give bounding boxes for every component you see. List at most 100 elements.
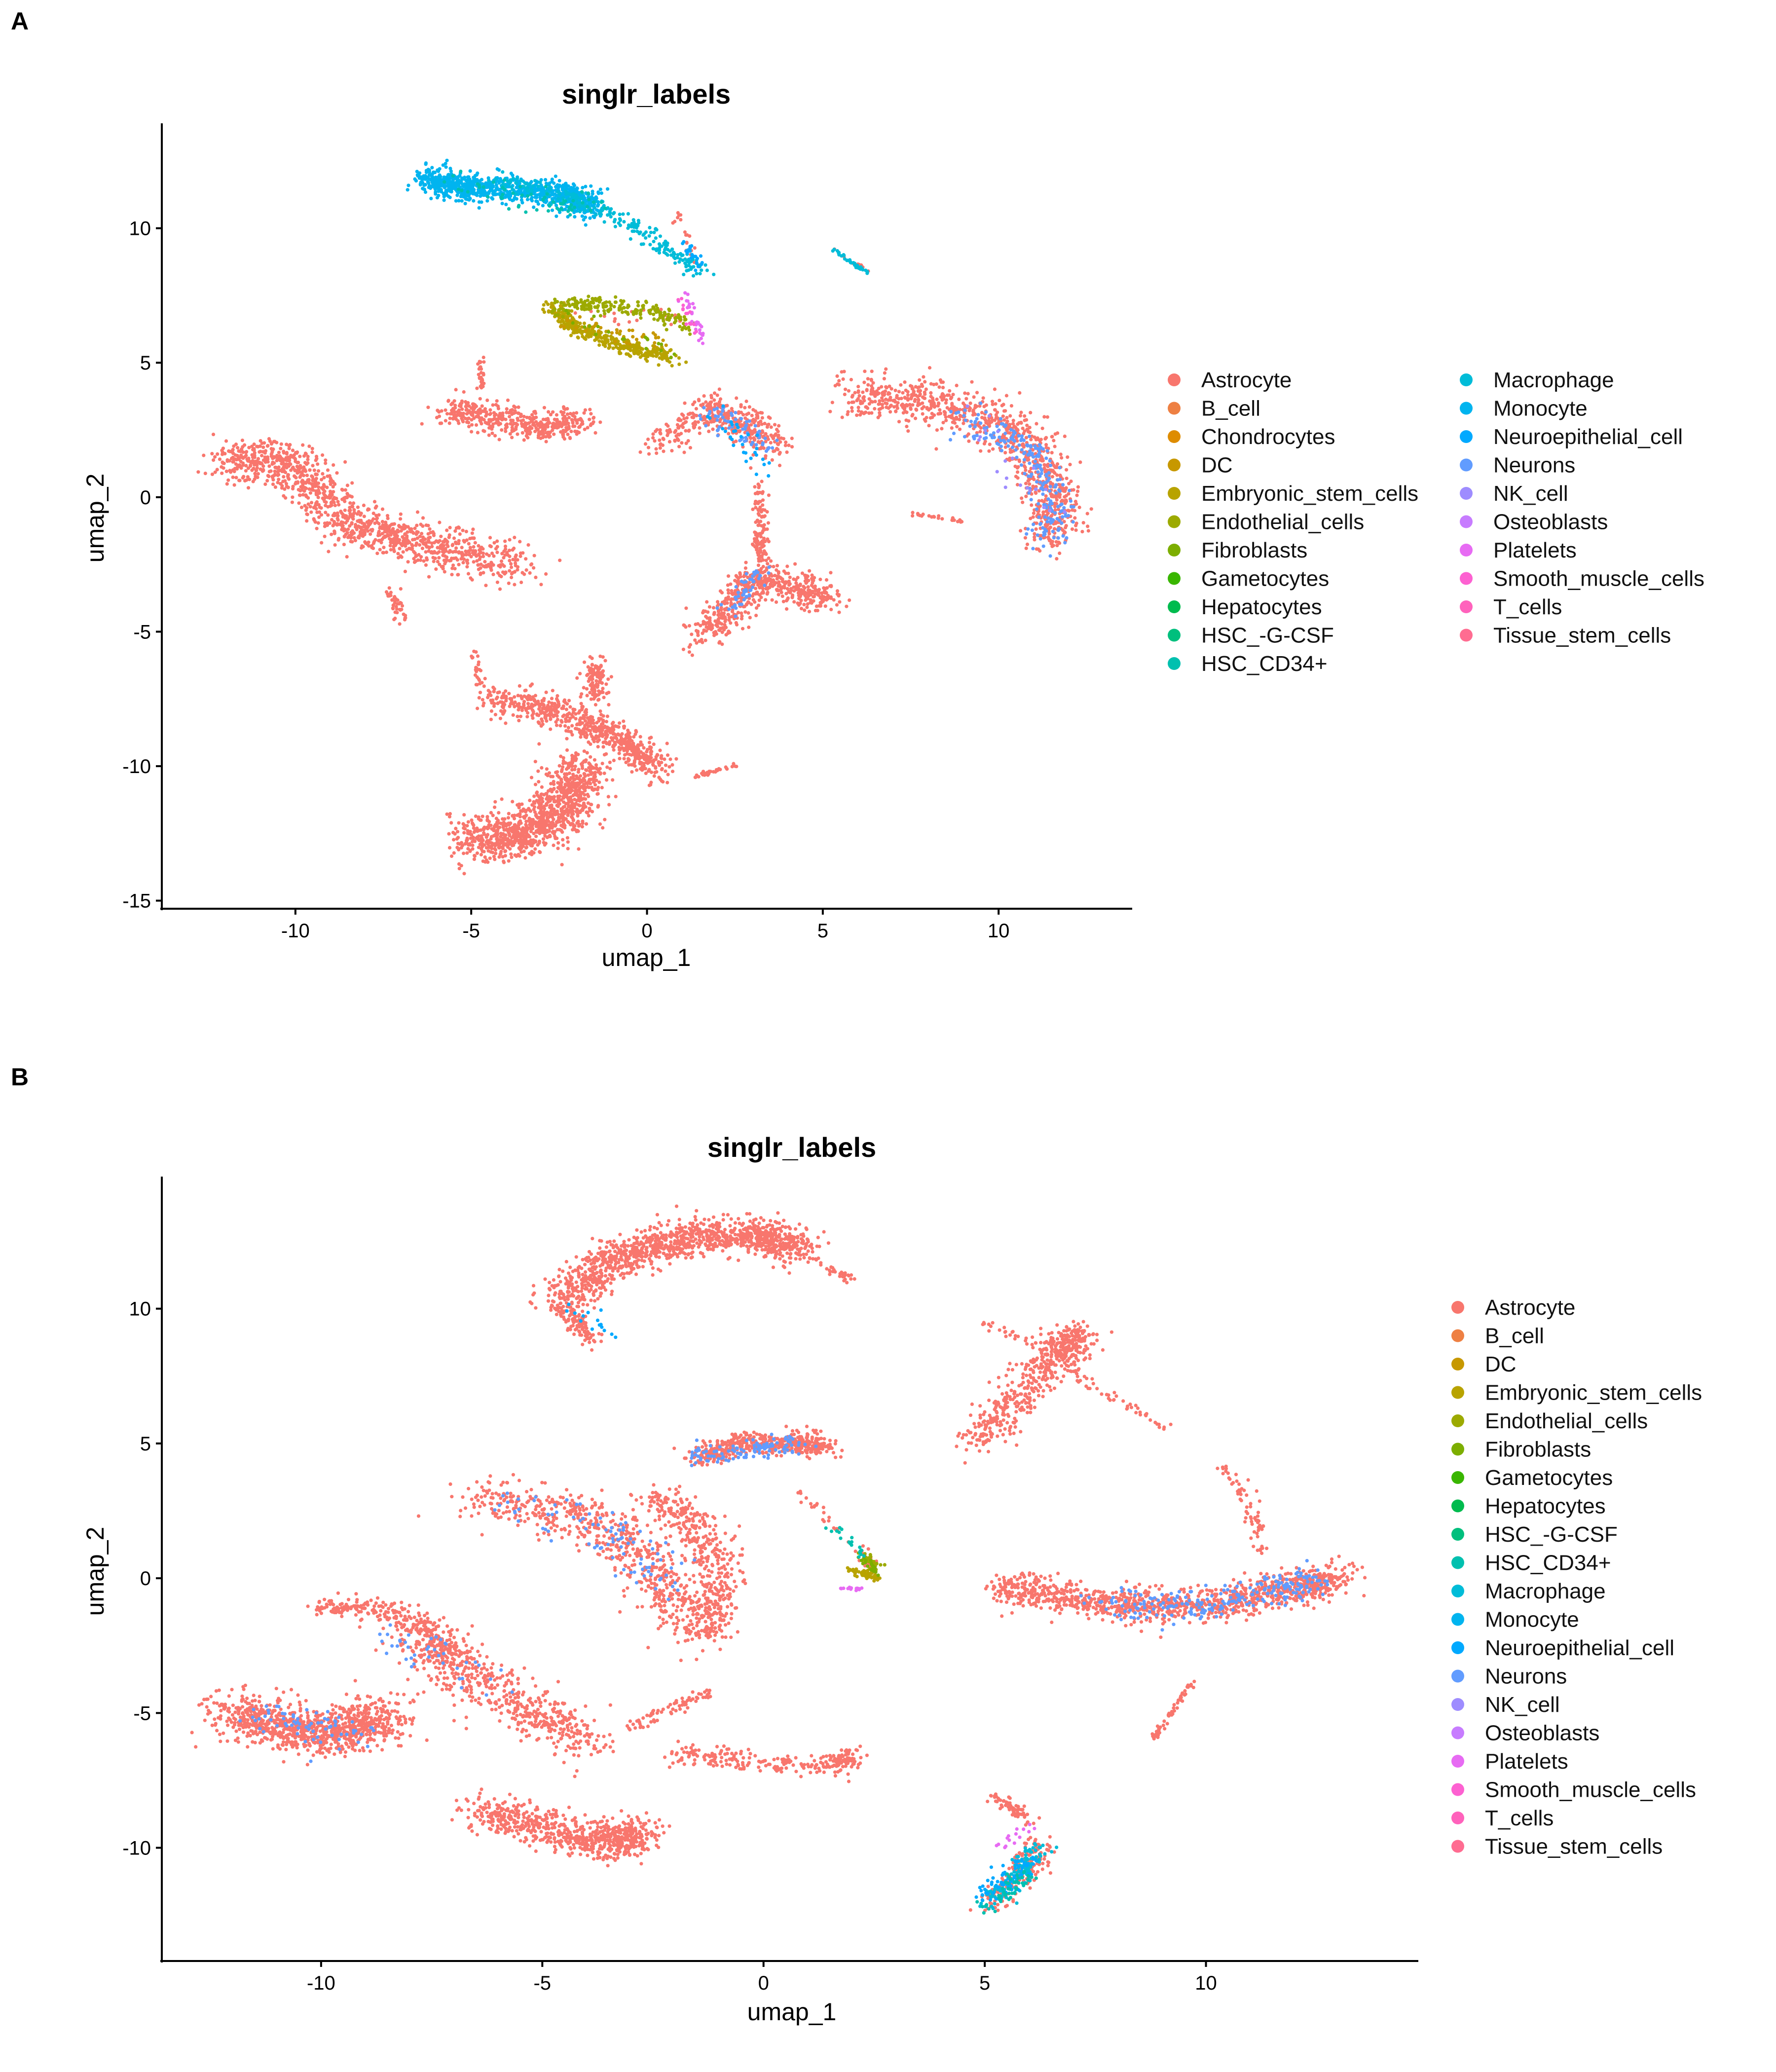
cell-point xyxy=(471,551,475,555)
cell-point xyxy=(984,403,988,407)
cell-point xyxy=(870,411,874,415)
cell-point xyxy=(547,700,551,704)
cell-point xyxy=(1073,516,1077,520)
cell-point xyxy=(1000,404,1004,407)
cell-point xyxy=(445,555,449,559)
cell-point xyxy=(794,585,798,589)
cell-point xyxy=(927,424,931,428)
cell-point xyxy=(450,544,454,548)
cell-point xyxy=(267,464,271,468)
cell-point xyxy=(584,709,588,713)
cell-point xyxy=(630,770,634,774)
cell-point xyxy=(779,591,783,594)
cell-point xyxy=(639,750,643,754)
cell-point xyxy=(287,446,291,450)
cell-point xyxy=(617,751,621,755)
cell-point xyxy=(504,699,508,703)
cell-point xyxy=(647,452,651,456)
cell-point xyxy=(372,540,376,544)
cell-point xyxy=(918,392,922,396)
cell-point xyxy=(865,388,869,393)
cell-point xyxy=(964,397,968,401)
cell-point xyxy=(996,410,999,414)
cell-point xyxy=(557,764,561,768)
cell-point xyxy=(451,563,455,567)
cell-point xyxy=(448,525,452,530)
panel-letter-a: A xyxy=(11,7,29,35)
cell-point xyxy=(335,517,339,520)
cell-point xyxy=(507,549,512,553)
cell-point xyxy=(718,589,722,593)
cell-point xyxy=(642,746,646,750)
cell-point xyxy=(452,409,456,413)
cell-point xyxy=(343,488,347,492)
cluster-astrocyte xyxy=(911,511,964,524)
cell-point xyxy=(575,432,579,436)
cell-point xyxy=(638,450,642,454)
cell-point xyxy=(480,404,484,408)
cell-point xyxy=(901,411,905,415)
cell-point xyxy=(1050,451,1054,455)
cell-point xyxy=(611,725,615,729)
cell-point xyxy=(626,757,630,761)
cell-point xyxy=(532,423,536,427)
cell-point xyxy=(859,411,863,415)
cell-point xyxy=(963,391,967,395)
cell-point xyxy=(682,417,686,421)
cell-point xyxy=(559,719,563,723)
cell-point xyxy=(792,600,796,604)
cell-point xyxy=(667,765,671,769)
cell-point xyxy=(785,564,789,568)
cell-point xyxy=(807,589,811,592)
cell-point xyxy=(775,446,779,451)
cell-point xyxy=(428,535,432,539)
cell-point xyxy=(253,453,257,457)
cell-point xyxy=(551,708,555,712)
cell-point xyxy=(888,397,892,402)
cell-point xyxy=(294,481,298,484)
cell-point xyxy=(508,704,512,708)
cell-point xyxy=(494,547,498,551)
cell-point xyxy=(343,495,348,499)
cell-point xyxy=(762,523,766,527)
cell-point xyxy=(904,388,908,392)
cell-point xyxy=(582,729,586,733)
cell-point xyxy=(567,711,571,715)
cell-point xyxy=(255,444,259,448)
cell-point xyxy=(454,556,458,560)
cell-point xyxy=(813,576,816,580)
cell-point xyxy=(304,486,308,490)
cell-point xyxy=(829,607,833,612)
cell-point xyxy=(259,439,262,443)
cell-point xyxy=(587,740,591,744)
cell-point xyxy=(352,536,356,540)
cell-point xyxy=(891,399,895,403)
cell-point xyxy=(415,510,420,514)
cell-point xyxy=(818,604,823,608)
cell-point xyxy=(785,450,789,454)
cell-point xyxy=(296,488,300,492)
cell-point xyxy=(251,461,255,465)
cell-point xyxy=(1005,428,1009,432)
cell-point xyxy=(241,476,245,480)
cell-point xyxy=(213,455,217,459)
cell-point xyxy=(666,780,669,784)
cell-point xyxy=(588,417,592,421)
cell-point xyxy=(530,682,534,686)
cell-point xyxy=(605,765,609,769)
cell-point xyxy=(513,409,517,413)
cell-point xyxy=(1023,414,1027,418)
cell-point xyxy=(475,559,479,563)
cell-point xyxy=(308,468,312,472)
cell-point xyxy=(687,645,691,649)
cell-point xyxy=(549,717,553,721)
cell-point xyxy=(882,377,886,381)
cell-point xyxy=(571,424,575,428)
cell-point xyxy=(477,696,481,700)
cell-point xyxy=(968,401,972,406)
cell-point xyxy=(955,425,959,429)
cell-point xyxy=(585,694,589,698)
cell-point xyxy=(271,456,275,460)
cell-point xyxy=(556,710,560,714)
cell-point xyxy=(309,501,314,505)
